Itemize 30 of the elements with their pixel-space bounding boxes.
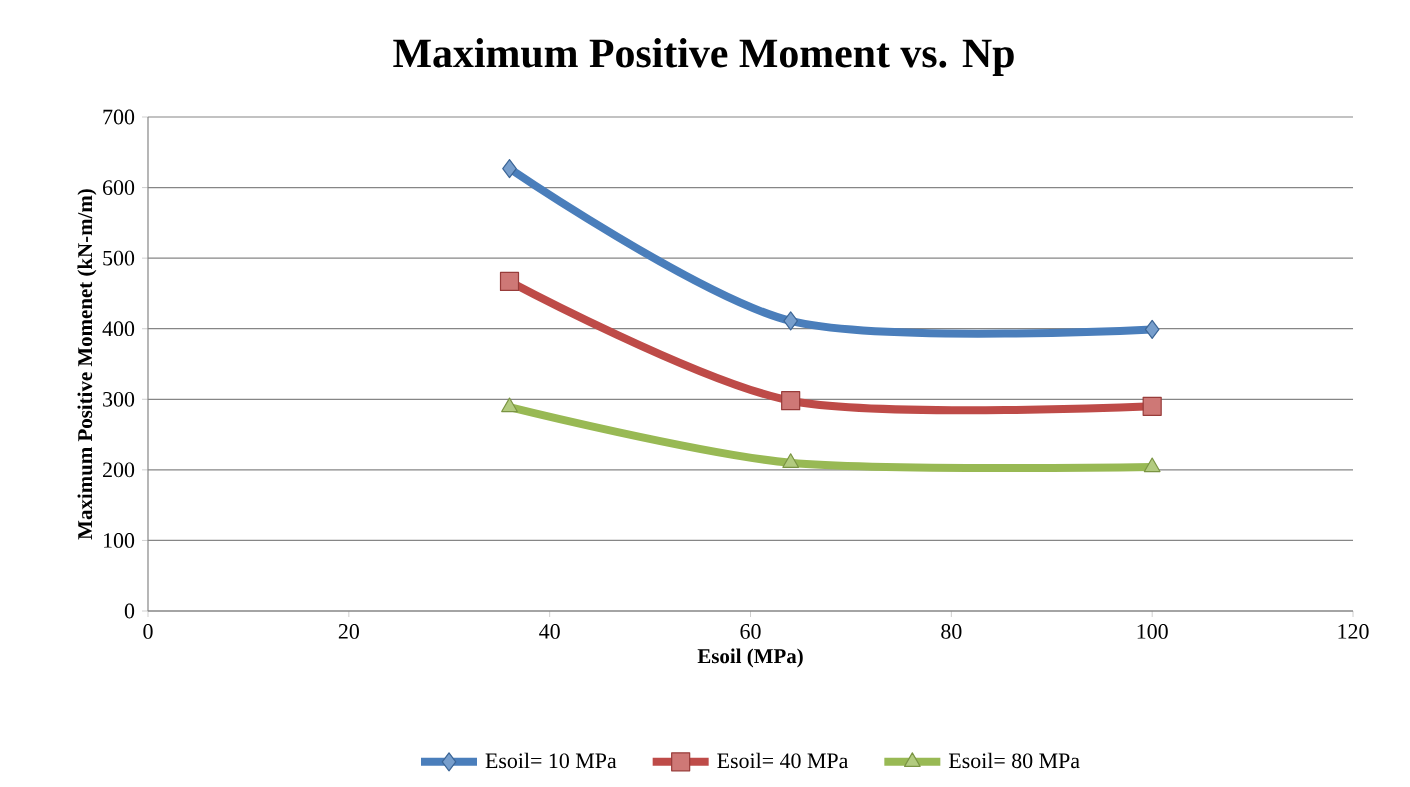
point <box>501 397 518 413</box>
y-tick-label: 400 <box>102 321 135 337</box>
legend-label: Esoil= 10 MPa <box>485 752 617 769</box>
chart-title: Maximum Positive Moment vs. Np <box>393 38 1014 76</box>
x-tick-label: 120 <box>1338 624 1369 639</box>
point <box>782 453 800 468</box>
x-tick-label: 20 <box>338 624 359 639</box>
x-tick-label: 60 <box>740 624 761 639</box>
y-tick-label: 300 <box>103 391 135 407</box>
x-tick-label: 80 <box>941 624 962 639</box>
y-tick-label: 100 <box>104 533 135 548</box>
point <box>1144 319 1160 340</box>
x-tick-label: 40 <box>539 624 560 639</box>
y-axis-title: Maximum Positive Momenet (kN-m/m) <box>77 189 97 540</box>
y-tick-label: 600 <box>103 180 135 195</box>
x-tick-label: 100 <box>1137 624 1168 639</box>
point <box>781 391 801 411</box>
x-axis-title: Esoil (MPa) <box>697 648 803 668</box>
x-tick-label: 0 <box>143 624 153 639</box>
point <box>1142 396 1162 416</box>
y-tick-label: 500 <box>103 250 135 266</box>
point <box>499 271 520 292</box>
point <box>1143 457 1161 473</box>
legend-label: Esoil= 40 MPa <box>717 752 849 769</box>
point <box>502 158 517 179</box>
legend-label: Esoil= 80 MPa <box>948 752 1080 769</box>
y-tick-label: 700 <box>103 109 135 125</box>
y-tick-label: 0 <box>124 603 135 619</box>
point <box>783 311 799 331</box>
y-tick-label: 200 <box>103 462 135 478</box>
